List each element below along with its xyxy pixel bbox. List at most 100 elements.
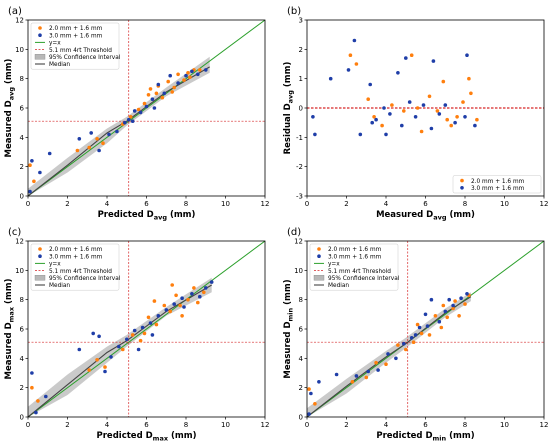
point-3mm	[328, 76, 333, 81]
y-tick-label: 2	[20, 163, 24, 171]
point-3mm	[156, 82, 161, 87]
point-3mm	[168, 73, 172, 78]
legend-key	[317, 247, 321, 251]
y-tick-label: 3	[299, 17, 303, 25]
plot-area	[307, 38, 544, 137]
point-2mm	[313, 402, 317, 406]
point-2mm	[384, 362, 388, 367]
y-tick-label: 1	[299, 75, 303, 83]
legend-entry: 95% Confidence Interval	[328, 276, 400, 282]
point-3mm	[429, 297, 434, 302]
legend: 2.0 mm + 1.6 mm3.0 mm + 1.6 mm y=x5.1 mm …	[309, 243, 400, 291]
legend-key	[313, 275, 325, 281]
legend: 2.0 mm + 1.6 mm3.0 mm + 1.6 mm	[452, 175, 542, 194]
point-3mm	[417, 325, 422, 330]
point-2mm	[469, 91, 473, 96]
y-tick-label: -3	[296, 193, 303, 201]
point-3mm	[352, 38, 357, 43]
point-3mm	[374, 117, 378, 122]
point-3mm	[30, 159, 34, 163]
point-3mm	[44, 394, 48, 399]
y-axis-label-subscript: max	[8, 306, 16, 322]
point-3mm	[136, 347, 141, 352]
x-tick-label: 2	[344, 200, 348, 208]
point-3mm	[103, 369, 107, 374]
point-3mm	[451, 303, 455, 308]
legend-key	[460, 186, 464, 190]
point-2mm	[168, 309, 172, 314]
legend-box	[30, 22, 120, 70]
point-3mm	[132, 328, 137, 333]
legend-entry: 5.1 mm 4rt Threshold	[49, 48, 112, 54]
point-2mm	[180, 314, 184, 318]
point-2mm	[415, 106, 420, 110]
point-2mm	[475, 117, 479, 122]
legend-entry: 3.0 mm + 1.6 mm	[49, 33, 103, 39]
x-axis-label: Predicted Davg (mm)	[98, 210, 196, 222]
point-3mm	[382, 106, 386, 110]
legend-entry: 5.1 mm 4rt Threshold	[49, 269, 112, 275]
point-2mm	[457, 314, 461, 318]
point-3mm	[130, 119, 135, 123]
point-3mm	[190, 69, 194, 74]
point-2mm	[451, 306, 455, 311]
y-axis-label-subscript: avg	[287, 90, 295, 104]
legend-entry: y=x	[49, 41, 61, 47]
point-3mm	[443, 103, 448, 107]
legend-key	[34, 275, 46, 281]
svg-text:Measured Dmin (mm): Measured Dmin (mm)	[283, 279, 295, 378]
point-3mm	[473, 123, 477, 128]
x-tick-label: 6	[423, 200, 428, 208]
legend-key	[38, 247, 42, 251]
legend-box	[309, 243, 399, 291]
svg-text:Predicted Davg (mm): Predicted Davg (mm)	[98, 210, 196, 222]
point-3mm	[463, 115, 467, 119]
point-2mm	[170, 90, 174, 94]
point-3mm	[150, 333, 155, 337]
point-3mm	[384, 132, 388, 137]
point-3mm	[376, 368, 380, 372]
point-2mm	[103, 365, 107, 369]
point-2mm	[402, 109, 406, 113]
y-axis-label-subscript: avg	[8, 87, 16, 101]
y-tick-label: -2	[296, 163, 303, 171]
panel-label: (d)	[287, 227, 301, 238]
legend-entry: y=x	[328, 262, 340, 268]
point-3mm	[115, 129, 119, 134]
median-line	[28, 284, 212, 417]
legend-entry: 3.0 mm + 1.6 mm	[471, 186, 525, 192]
point-3mm	[190, 292, 194, 296]
x-axis-label-main: Measured D	[376, 210, 433, 220]
y-axis-label: Measured Davg (mm)	[4, 58, 16, 157]
legend-key	[38, 254, 42, 258]
point-3mm	[180, 296, 184, 301]
point-2mm	[95, 137, 99, 141]
y-tick-label: 4	[20, 355, 25, 363]
svg-text:Predicted Dmax (mm): Predicted Dmax (mm)	[97, 431, 197, 442]
point-2mm	[396, 343, 400, 347]
point-2mm	[148, 87, 153, 91]
x-tick-label: 10	[500, 421, 509, 429]
point-3mm	[386, 352, 390, 356]
point-3mm	[123, 120, 127, 125]
point-2mm	[28, 163, 32, 167]
point-3mm	[421, 103, 426, 107]
y-tick-label: 0	[299, 105, 303, 113]
legend-entry: 95% Confidence Interval	[49, 276, 121, 282]
point-3mm	[209, 280, 214, 284]
point-3mm	[77, 347, 82, 352]
point-3mm	[413, 115, 418, 119]
point-2mm	[182, 78, 186, 82]
point-2mm	[130, 333, 135, 337]
point-3mm	[125, 337, 129, 342]
point-2mm	[142, 101, 147, 106]
x-tick-label: 8	[463, 200, 467, 208]
x-tick-label: 2	[344, 421, 348, 429]
x-tick-label: 2	[65, 421, 69, 429]
point-3mm	[437, 112, 442, 116]
legend-entry: Median	[328, 283, 349, 289]
point-2mm	[433, 314, 438, 318]
point-2mm	[445, 117, 450, 122]
